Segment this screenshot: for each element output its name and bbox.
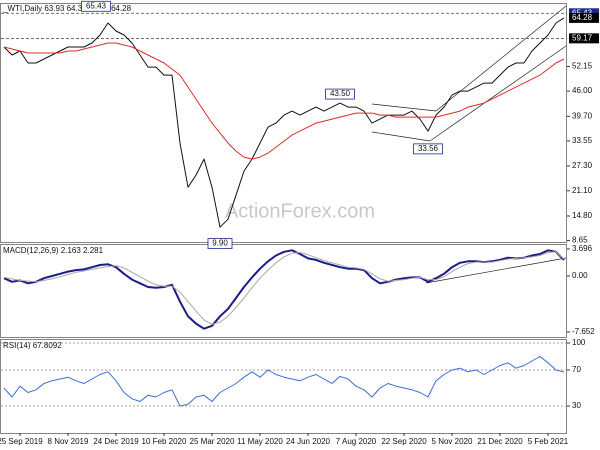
macd-trend-line [425, 257, 567, 284]
series-line [3, 249, 565, 330]
annotation: 9.90 [212, 239, 228, 248]
y-tick-label: 46.00 [572, 86, 593, 95]
channel-line [435, 5, 567, 112]
y-tick-label: 27.30 [572, 161, 593, 170]
macd-panel [0, 244, 567, 338]
y-tick-label: 8.65 [572, 236, 588, 245]
y-tick-label: 3.696 [572, 244, 593, 253]
x-tick-label: 10 Feb 2020 [142, 437, 187, 446]
annotation: 65.43 [86, 1, 107, 10]
annotation-box [325, 88, 355, 100]
watermark: ActionForex.com [225, 200, 375, 222]
series-line [3, 251, 565, 325]
price-panel [0, 3, 567, 243]
price-label-box [569, 12, 599, 23]
price-label: 64.28 [572, 13, 593, 22]
rsi-panel [0, 339, 567, 434]
series-line [3, 17, 565, 228]
trend-lines [371, 5, 567, 284]
annotation: 43.50 [330, 89, 351, 98]
x-tick-label: 24 Dec 2019 [93, 437, 139, 446]
x-tick-label: 8 Nov 2019 [48, 437, 89, 446]
series-line [3, 42, 565, 160]
channel-line [429, 45, 567, 142]
x-tick-label: 22 Sep 2020 [381, 437, 427, 446]
y-tick-label: 100 [572, 338, 586, 347]
channel-line [371, 103, 437, 112]
annotation-box [413, 143, 443, 155]
annotation: 33.56 [418, 144, 439, 153]
price-label: 59.17 [572, 33, 593, 42]
y-tick-label: 39.70 [572, 111, 593, 120]
y-tick-label: 14.80 [572, 211, 593, 220]
y-tick-label: 0.00 [572, 271, 588, 280]
rsi-title: RSI(14) 67.8092 [3, 341, 62, 350]
x-tick-label: 24 Jun 2020 [286, 437, 331, 446]
y-tick-label: 21.10 [572, 186, 593, 195]
x-tick-label: 5 Nov 2020 [432, 437, 473, 446]
chart-title: _WTI,Daily 63.93 64.38 63.66 64.28 [2, 4, 132, 13]
annotation-box [81, 0, 111, 12]
x-tick-label: 21 Dec 2020 [477, 437, 523, 446]
x-tick-label: 25 Mar 2020 [190, 437, 235, 446]
x-tick-label: 5 Feb 2021 [528, 437, 569, 446]
y-tick-label: 52.15 [572, 62, 593, 71]
y-tick-label: 33.55 [572, 136, 593, 145]
macd-title: MACD(12,26,9) 2.163 2.281 [3, 246, 104, 255]
series-line [3, 356, 565, 407]
x-tick-label: 7 Aug 2020 [336, 437, 377, 446]
y-tick-label: -7.652 [572, 327, 595, 336]
price-label-box [569, 33, 599, 44]
x-tick-label: 25 Sep 2019 [0, 437, 43, 446]
x-tick-label: 11 May 2020 [237, 437, 283, 446]
annotation-box [207, 238, 233, 249]
y-tick-label: 30 [572, 401, 581, 410]
channel-line [371, 131, 431, 142]
y-tick-label: 70 [572, 365, 581, 374]
